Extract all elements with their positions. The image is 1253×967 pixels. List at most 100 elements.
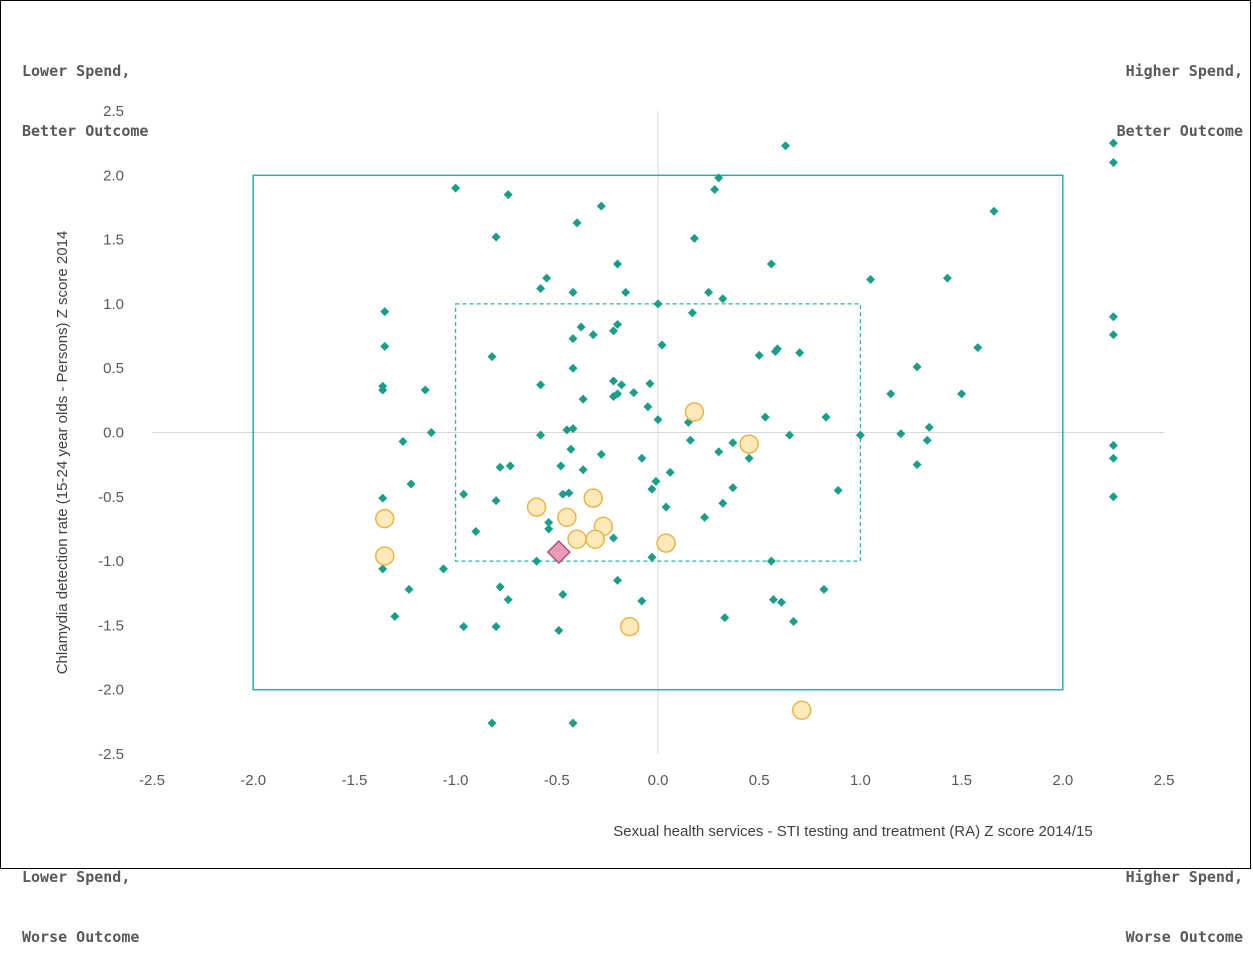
data-point-diamond [766,556,776,566]
data-point-diamond [866,274,876,284]
x-tick-label: 2.0 [1052,772,1073,789]
data-point-diamond [564,488,574,498]
data-point-diamond [720,613,730,623]
data-point-diamond [380,341,390,351]
y-tick-label: -0.5 [98,489,124,506]
data-point-diamond [728,438,738,448]
data-point-diamond [718,294,728,304]
y-tick-label: -1.0 [98,553,124,570]
data-point-diamond [536,283,546,293]
axes [152,111,1164,754]
data-point-circle [684,402,705,422]
data-point-diamond [685,435,695,445]
data-point-diamond [491,622,501,632]
data-point-diamond [578,394,588,404]
data-point-diamond [608,376,618,386]
data-point-circle [567,529,587,549]
x-axis-label: Sexual health services - STI testing and… [613,823,1092,840]
data-point-diamond [568,718,578,728]
data-points [375,138,1118,728]
data-point-diamond [613,575,623,585]
data-point-highlight [546,540,571,565]
data-point-diamond [1108,492,1118,502]
data-point-diamond [1108,138,1118,148]
data-point-circle [375,508,395,529]
data-point-diamond [608,391,618,401]
y-tick-label: 2.5 [103,103,124,120]
data-point-diamond [766,259,776,269]
data-point-diamond [568,334,578,344]
x-tick-label: -2.5 [139,772,165,789]
y-tick-label: 0.5 [103,360,124,377]
data-point-diamond [689,233,699,243]
data-point-diamond [495,582,505,592]
data-point-diamond [942,273,952,283]
data-point-circle [583,488,603,508]
data-point-diamond [568,287,578,297]
data-point-diamond [973,343,983,353]
data-point-diamond [744,453,754,463]
data-point-diamond [912,362,922,372]
data-point-diamond [503,190,513,200]
data-point-diamond [621,287,631,297]
y-tick-label: 2.0 [103,167,124,184]
data-point-diamond [420,385,430,395]
corner-top-right-line-2: Better Outcome [1116,122,1243,140]
x-tick-label: 0.5 [749,772,770,789]
data-point-circle [619,616,640,637]
data-point-diamond [795,348,805,358]
data-point-diamond [380,307,390,317]
data-point-diamond [556,461,566,471]
data-point-diamond [544,524,554,534]
data-point-diamond [1108,330,1118,340]
data-point-diamond [608,533,618,543]
data-point-diamond [647,484,657,494]
outer-box [252,174,1064,691]
x-tick-label: 2.5 [1154,772,1175,789]
data-point-diamond [700,512,710,522]
data-point-diamond [378,493,388,503]
data-point-diamond [568,424,578,434]
data-point-diamond [554,626,564,636]
data-point-diamond [566,444,576,454]
x-tick-label: -2.0 [240,772,266,789]
data-point-diamond [760,412,770,422]
data-point-circle [526,497,547,517]
data-point-diamond [643,402,653,412]
corner-top-right-line-1: Higher Spend, [1125,62,1243,80]
data-point-diamond [989,206,999,216]
data-point-diamond [886,389,896,399]
data-point-diamond [568,363,578,373]
data-point-diamond [710,184,720,194]
data-point-diamond [406,479,416,489]
data-point-diamond [617,380,627,390]
data-point-diamond [471,527,481,537]
data-point-circle [557,507,577,528]
data-point-diamond [576,322,586,332]
corner-top-left-line-2: Better Outcome [22,122,149,140]
data-point-diamond [544,518,554,528]
data-point-diamond [613,319,623,329]
data-point-diamond [378,385,388,395]
data-point-diamond [572,218,582,228]
y-tick-label: 0.0 [103,425,124,442]
data-point-diamond [896,429,906,439]
data-point-diamond [789,617,799,627]
data-point-diamond [398,437,408,447]
data-point-diamond [819,584,829,594]
data-point-diamond [596,449,606,459]
y-tick-label: -2.0 [98,682,124,699]
data-point-circle [656,533,676,553]
tick-labels: -2.5 -2.0 -1.5 -1.0 -0.5 0.0 0.5 1.0 1.5 2.0 2.5 2.… [98,103,1174,789]
data-point-diamond [491,232,501,242]
data-point-diamond [661,502,671,512]
x-tick-label: 0.0 [648,772,669,789]
data-point-diamond [588,330,598,340]
data-point-diamond [776,597,786,607]
data-point-diamond [596,201,606,211]
data-point-diamond [495,462,505,472]
data-point-diamond [1108,440,1118,450]
data-point-diamond [714,173,724,183]
data-point-diamond [855,430,865,440]
chart-frame [0,0,1251,869]
